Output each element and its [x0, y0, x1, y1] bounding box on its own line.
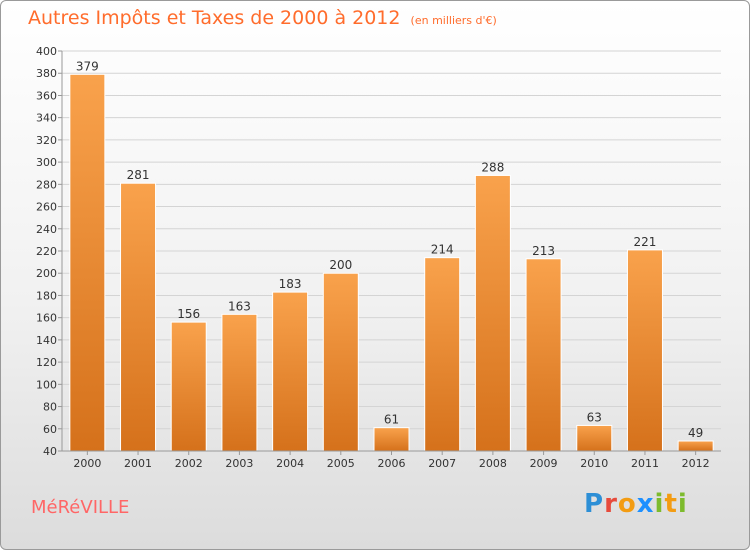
y-tick-label: 280 [36, 178, 57, 191]
chart-title-text: Autres Impôts et Taxes de 2000 à 2012 [28, 7, 401, 29]
chart-title: Autres Impôts et Taxes de 2000 à 2012 (e… [28, 7, 497, 29]
y-tick-label: 260 [36, 201, 57, 214]
y-tick-label: 100 [36, 378, 57, 391]
x-axis: 2000 2001 2002 2003 2004 2005 2006 2007 2008 2009… [62, 450, 721, 470]
x-tick-label: 2001 [124, 457, 152, 470]
data-label-2012: 49 [688, 426, 703, 440]
proxiti-logo[interactable]: Proxiti [584, 489, 688, 519]
x-tick-label: 2008 [479, 457, 507, 470]
gridlines [62, 50, 721, 452]
data-label-2007: 214 [431, 243, 454, 257]
data-label-2005: 200 [329, 258, 352, 272]
data-label-2002: 156 [177, 307, 200, 321]
y-tick-label: 220 [36, 245, 57, 258]
bars: 379 281 156 163 183 200 61 214 288 213 63 221 49 [69, 59, 714, 452]
y-tick-label: 360 [36, 89, 57, 102]
data-label-2004: 183 [279, 277, 302, 291]
commune-name: MéRéVILLE [31, 497, 130, 518]
data-label-2003: 163 [228, 299, 251, 313]
x-tick-label: 2000 [73, 457, 101, 470]
y-tick-label: 300 [36, 156, 57, 169]
x-tick-label: 2007 [428, 457, 456, 470]
y-axis: 40 60 80 100 120 140 160 180 200 220 240 260 280 300 3… [36, 45, 63, 458]
bar-2005 [322, 272, 359, 452]
y-tick-label: 80 [43, 401, 57, 414]
bar-2011 [626, 249, 663, 452]
data-label-2006: 61 [384, 413, 399, 427]
bar-2002 [170, 321, 207, 452]
data-label-2011: 221 [634, 235, 657, 249]
y-tick-label: 380 [36, 67, 57, 80]
x-tick-label: 2010 [580, 457, 608, 470]
x-tick-label: 2006 [378, 457, 406, 470]
y-tick-label: 240 [36, 223, 57, 236]
y-tick-label: 120 [36, 356, 57, 369]
bar-2009 [525, 258, 562, 452]
y-tick-label: 60 [43, 423, 57, 436]
data-label-2009: 213 [532, 244, 555, 258]
data-label-2001: 281 [127, 168, 150, 182]
x-tick-label: 2002 [175, 457, 203, 470]
x-tick-label: 2011 [631, 457, 659, 470]
bar-2000 [69, 73, 106, 452]
x-tick-label: 2003 [225, 457, 253, 470]
bar-2010 [576, 424, 613, 452]
x-tick-label: 2005 [327, 457, 355, 470]
y-tick-label: 40 [43, 445, 57, 458]
bar-2001 [120, 182, 157, 452]
x-tick-label: 2009 [530, 457, 558, 470]
chart-subtitle: (en milliers d'€) [410, 14, 497, 27]
y-tick-label: 400 [36, 45, 57, 58]
y-tick-label: 160 [36, 312, 57, 325]
y-tick-label: 340 [36, 112, 57, 125]
x-tick-label: 2004 [276, 457, 304, 470]
data-label-2010: 63 [587, 410, 602, 424]
bar-2007 [424, 257, 461, 452]
bar-2004 [272, 291, 309, 452]
y-tick-label: 200 [36, 267, 57, 280]
data-label-2000: 379 [76, 59, 99, 73]
bar-2006 [373, 427, 410, 452]
x-tick-label: 2012 [682, 457, 710, 470]
bar-2008 [474, 174, 511, 452]
y-tick-label: 320 [36, 134, 57, 147]
data-label-2008: 288 [481, 160, 504, 174]
y-tick-label: 140 [36, 334, 57, 347]
bar-2003 [221, 313, 258, 452]
bar-2012 [677, 440, 714, 452]
y-tick-label: 180 [36, 289, 57, 302]
